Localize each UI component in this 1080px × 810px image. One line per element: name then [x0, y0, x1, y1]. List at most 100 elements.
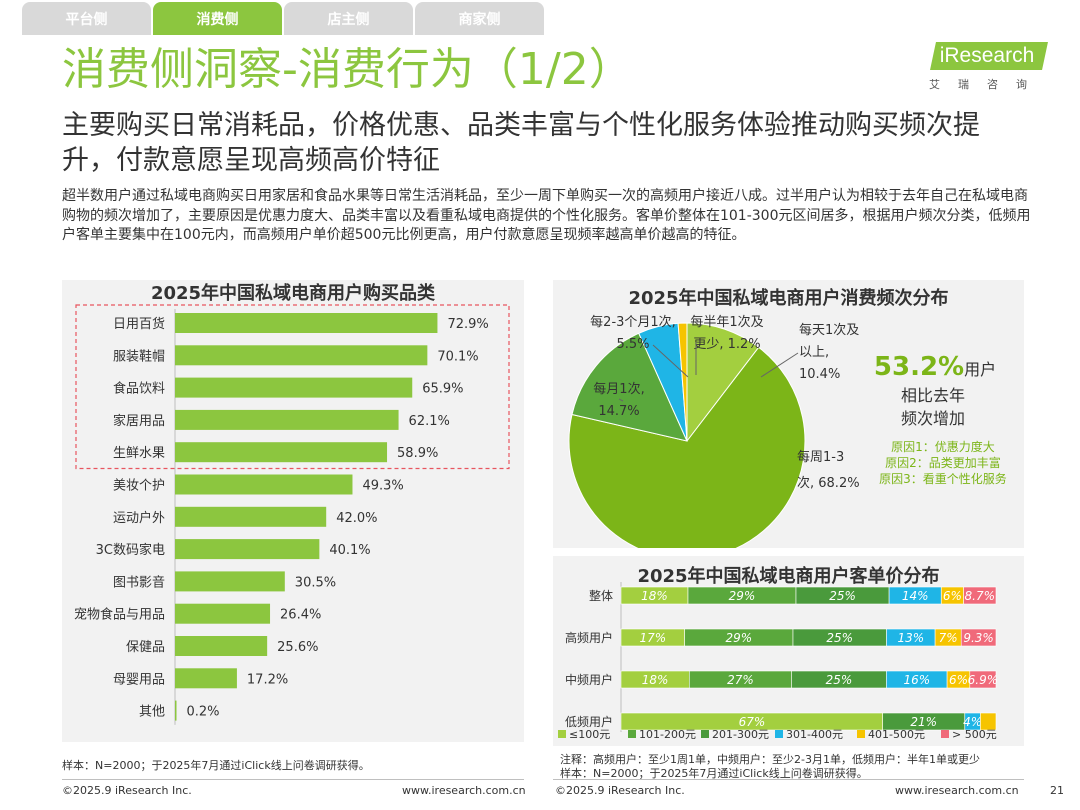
left-sample-note: 样本：N=2000；于2025年7月通过iClick线上问卷调研获得。 — [62, 759, 370, 772]
stack-segment-label: 8.7% — [965, 589, 996, 603]
reason-3: 原因3：看重个性化服务 — [879, 471, 1007, 486]
pie-slice-label: 每2-3个月1次, — [590, 314, 676, 330]
stack-segment-label: 9.3% — [963, 631, 994, 645]
pie-slice-label: 每天1次及 — [799, 322, 859, 338]
bar-category-label: 宠物食品与用品 — [74, 607, 165, 623]
pie-slice-5 — [677, 322, 688, 442]
bar-value-label: 65.9% — [422, 382, 463, 397]
pie-leader-line — [652, 344, 689, 378]
stack-segment-label: 25% — [829, 589, 856, 603]
bar-4 — [175, 409, 399, 430]
price-chart-title: 2025年中国私域电商用户客单价分布 — [637, 566, 940, 587]
stack-segment-label: 25% — [826, 673, 853, 687]
highlight-stat: 53.2%用户 — [874, 352, 996, 382]
bar-value-label: 25.6% — [277, 640, 318, 655]
pie-leader-line — [760, 352, 799, 378]
stack-category-label: 低频用户 — [565, 714, 613, 729]
bar-8 — [175, 539, 320, 560]
bar-13 — [175, 700, 177, 721]
legend-label: 301-400元 — [786, 728, 843, 741]
bar-category-label: 生鲜水果 — [113, 446, 165, 461]
stack-segment-label: 6.9% — [968, 673, 999, 687]
stack-segment-label: 6% — [949, 673, 968, 687]
bar-value-label: 58.9% — [397, 446, 438, 461]
bar-value-label: 30.5% — [295, 575, 336, 590]
pie-slice-label: 5.5% — [616, 337, 649, 352]
stack-segment-label: 4% — [963, 715, 982, 729]
tab-platform[interactable]: 平台侧 — [22, 2, 151, 35]
legend-label: ≤100元 — [569, 728, 610, 741]
stack-segment-label: 29% — [729, 589, 756, 603]
stack-segment-label: 18% — [642, 673, 669, 687]
bar-value-label: 72.9% — [447, 317, 488, 332]
bar-value-label: 62.1% — [409, 414, 450, 429]
bar-value-label: 0.2% — [187, 705, 220, 720]
bar-category-label: 其他 — [139, 705, 165, 720]
iresearch-logo: iResearch 艾瑞咨询 — [927, 42, 1048, 92]
legend-swatch — [628, 730, 636, 738]
stack-segment-label: 27% — [727, 673, 754, 687]
pie-slice-1 — [686, 322, 760, 443]
stack-segment-label: 17% — [639, 631, 666, 645]
bar-category-label: 日用百货 — [113, 316, 165, 332]
category-chart-title: 2025年中国私域电商用户购买品类 — [150, 283, 436, 304]
bar-11 — [175, 636, 268, 656]
pie-slice-label: 每半年1次及 — [690, 314, 763, 330]
footer-url-right[interactable]: www.iresearch.com.cn — [895, 784, 1019, 797]
pie-slice-label: 以上, — [799, 345, 829, 360]
bar-7 — [175, 506, 327, 527]
legend-label: 101-200元 — [639, 728, 696, 741]
pie-slice-2 — [568, 346, 806, 548]
bar-value-label: 26.4% — [280, 608, 321, 623]
bar-category-label: 运动户外 — [113, 510, 165, 526]
logo-brand: iResearch — [939, 44, 1035, 67]
bar-10 — [175, 603, 271, 624]
bar-1 — [175, 313, 438, 333]
bar-3 — [175, 377, 413, 398]
bar-12 — [175, 668, 237, 689]
pie-slice-label: 更少, 1.2% — [693, 337, 760, 352]
legend-swatch — [775, 730, 783, 738]
highlight-suffix: 用户 — [964, 360, 996, 379]
bar-category-label: 美妆个护 — [113, 479, 165, 494]
legend-swatch — [558, 730, 566, 738]
legend-label: 201-300元 — [712, 728, 769, 741]
footer-copyright-right: ©2025.9 iResearch Inc. — [555, 784, 685, 797]
tab-consumer[interactable]: 消费侧 — [153, 2, 282, 35]
page-title: 消费侧洞察-消费行为（1/2） — [62, 44, 633, 95]
legend-swatch — [701, 730, 709, 738]
pie-slice-label: 10.4% — [799, 367, 840, 382]
legend-label: > 500元 — [952, 728, 997, 741]
footer-divider-left — [62, 779, 524, 780]
stack-segment-label: 16% — [903, 673, 930, 687]
bar-2 — [175, 345, 428, 366]
stack-category-label: 中频用户 — [565, 672, 613, 687]
bar-value-label: 17.2% — [247, 672, 288, 687]
category-bar-chart: 日用百货 72.9% 服装鞋帽 70.1% 食品饮料 65.9% 家居用品 62.1% 生鲜水果… — [74, 304, 510, 725]
stack-segment — [969, 670, 997, 689]
logo-cn: 艾瑞咨询 — [929, 78, 1045, 91]
price-stacked-chart: 整体 18% 29% 25% 14% 6% 8.7%高频用户 17% 29% 25% 13% 7% 9.… — [558, 582, 999, 741]
bar-category-label: 图书影音 — [113, 574, 165, 590]
summary-paragraph: 超半数用户通过私域电商购买日用家居和食品水果等日常生活消耗品，至少一周下单购买一… — [62, 188, 1031, 243]
pie-slice-label: 14.7% — [598, 404, 639, 419]
stack-category-label: 高频用户 — [565, 630, 613, 645]
highlight-line2: 相比去年 — [901, 386, 965, 405]
frequency-chart-title: 2025年中国私域电商用户消费频次分布 — [628, 288, 949, 309]
stack-category-label: 整体 — [589, 588, 613, 603]
tab-shopowner[interactable]: 店主侧 — [284, 2, 413, 35]
stack-segment-label: 14% — [902, 589, 929, 603]
reason-2: 原因2：品类更加丰富 — [885, 455, 1001, 470]
legend-swatch — [857, 730, 865, 738]
right-sample-note: 样本：N=2000；于2025年7月通过iClick线上问卷调研获得。 — [560, 767, 868, 780]
right-definition-note: 注释：高频用户：至少1周1单，中频用户：至少2-3月1单，低频用户：半年1单或更… — [560, 753, 980, 766]
pie-slice-3 — [571, 332, 688, 442]
bar-category-label: 服装鞋帽 — [113, 348, 165, 364]
bar-category-label: 保健品 — [126, 640, 165, 655]
footer-url-left[interactable]: www.iresearch.com.cn — [402, 784, 526, 797]
bar-value-label: 70.1% — [437, 349, 478, 364]
pie-slice-label: 次, 68.2% — [797, 475, 860, 491]
tab-merchant[interactable]: 商家侧 — [415, 2, 544, 35]
bar-category-label: 3C数码家电 — [96, 542, 165, 558]
stack-segment — [963, 586, 997, 605]
